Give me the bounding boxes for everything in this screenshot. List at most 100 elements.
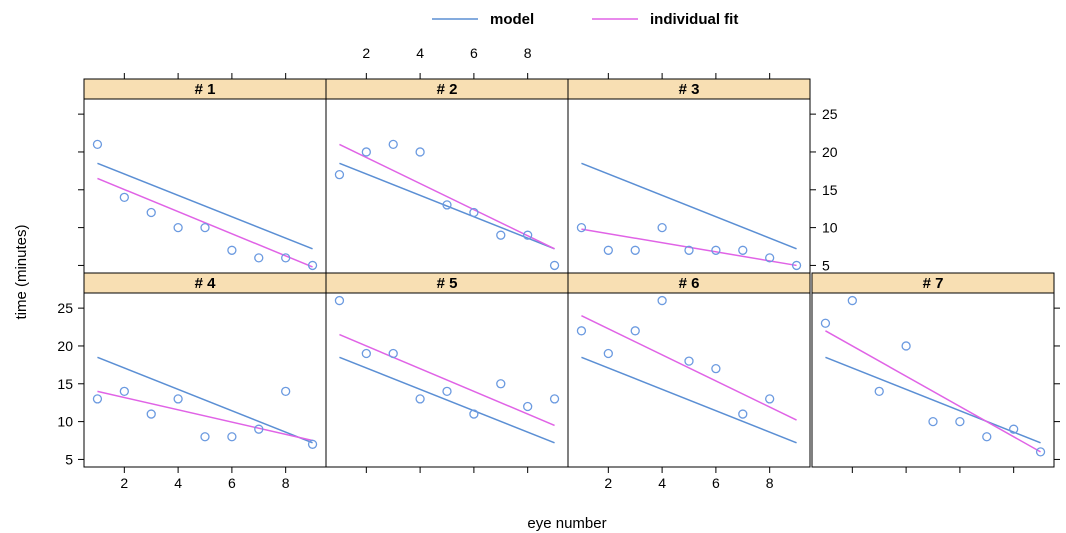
data-point — [791, 260, 802, 271]
data-point — [227, 245, 237, 255]
data-point — [146, 409, 156, 419]
data-point — [955, 416, 965, 427]
data-point — [469, 409, 479, 419]
data-point — [307, 260, 318, 271]
data-point — [146, 207, 156, 218]
data-point — [361, 147, 371, 157]
data-point — [496, 230, 506, 240]
panel-6: # 6 2 4 6 8 — [567, 272, 811, 491]
x-tick-label: 6 — [712, 475, 720, 491]
data-point — [657, 222, 667, 233]
data-point — [684, 245, 694, 255]
data-point — [1009, 424, 1019, 434]
x-tick-label: 2 — [362, 45, 370, 61]
data-point — [549, 260, 560, 271]
x-tick-label: 8 — [282, 475, 290, 491]
data-point — [738, 245, 748, 255]
data-point — [847, 295, 857, 306]
panel-3: # 3 5 10 15 20 25 — [567, 73, 838, 274]
panel-title: # 2 — [437, 81, 458, 98]
fit-line — [339, 333, 555, 427]
y-axis-title: time (minutes) — [13, 224, 30, 319]
fit-line — [339, 143, 555, 250]
y-tick-label: 20 — [822, 144, 838, 160]
panel-4: # 4 2 4 6 8 5 10 15 20 25 — [57, 272, 327, 491]
data-point — [254, 253, 264, 263]
data-point — [711, 245, 721, 255]
panel-title: # 1 — [195, 81, 216, 98]
model-line — [97, 162, 313, 250]
fit-line — [97, 177, 313, 268]
panel-2: # 2 2 4 6 8 — [325, 45, 569, 274]
data-point — [928, 416, 938, 427]
data-point — [549, 394, 560, 404]
data-point — [388, 139, 398, 150]
y-tick-label: 25 — [822, 106, 838, 122]
panel-frame — [83, 98, 327, 274]
data-point — [901, 341, 911, 351]
panel-1: # 1 — [78, 73, 327, 274]
panel-frame — [811, 292, 1055, 468]
legend-model-label: model — [490, 11, 534, 28]
panel-title: # 3 — [679, 81, 700, 98]
data-point — [603, 348, 613, 359]
data-point — [442, 386, 452, 397]
panel-title: # 5 — [437, 275, 458, 292]
y-tick-label: 10 — [57, 414, 73, 430]
fit-line — [581, 228, 797, 267]
fit-line — [825, 330, 1041, 453]
data-point — [173, 394, 183, 404]
data-point — [281, 386, 291, 397]
data-point — [227, 432, 237, 442]
data-point — [415, 394, 425, 404]
data-point — [711, 363, 721, 374]
fit-line — [97, 390, 313, 442]
data-point — [820, 318, 831, 328]
model-line — [825, 356, 1041, 444]
data-point — [630, 245, 640, 255]
model-line — [339, 162, 555, 250]
data-point — [415, 147, 425, 157]
x-tick-label: 4 — [658, 475, 666, 491]
panel-frame — [567, 292, 811, 468]
model-line — [581, 162, 797, 250]
legend: model individual fit — [432, 11, 738, 28]
data-point — [523, 230, 533, 240]
data-point — [684, 356, 694, 366]
x-tick-label: 2 — [120, 475, 128, 491]
data-point — [361, 348, 371, 359]
data-point — [119, 192, 129, 203]
y-tick-label: 5 — [65, 451, 73, 467]
model-line — [581, 356, 797, 444]
fit-line — [581, 315, 797, 421]
x-axis-title: eye number — [527, 515, 606, 532]
data-point — [765, 253, 775, 263]
data-point — [738, 409, 748, 419]
data-point — [173, 222, 183, 233]
x-tick-label: 6 — [228, 475, 236, 491]
data-point — [603, 245, 613, 255]
data-point — [92, 139, 103, 150]
data-point — [765, 394, 775, 404]
data-point — [874, 386, 884, 397]
data-point — [576, 222, 587, 233]
panel-title: # 6 — [679, 275, 700, 292]
data-point — [523, 401, 533, 412]
x-tick-label: 8 — [766, 475, 774, 491]
panel-title: # 4 — [195, 275, 217, 292]
y-tick-label: 15 — [57, 376, 73, 392]
panel-7: # 7 — [811, 272, 1060, 473]
data-point — [442, 200, 452, 210]
data-point — [657, 295, 667, 306]
y-tick-label: 5 — [822, 257, 830, 273]
panel-5: # 5 — [325, 272, 569, 473]
data-point — [254, 424, 264, 434]
data-point — [281, 253, 291, 263]
panel-frame — [325, 98, 569, 274]
model-line — [339, 356, 555, 444]
panel-title: # 7 — [923, 275, 944, 292]
x-tick-label: 8 — [524, 45, 532, 61]
data-point — [307, 439, 318, 449]
model-line — [97, 356, 313, 444]
